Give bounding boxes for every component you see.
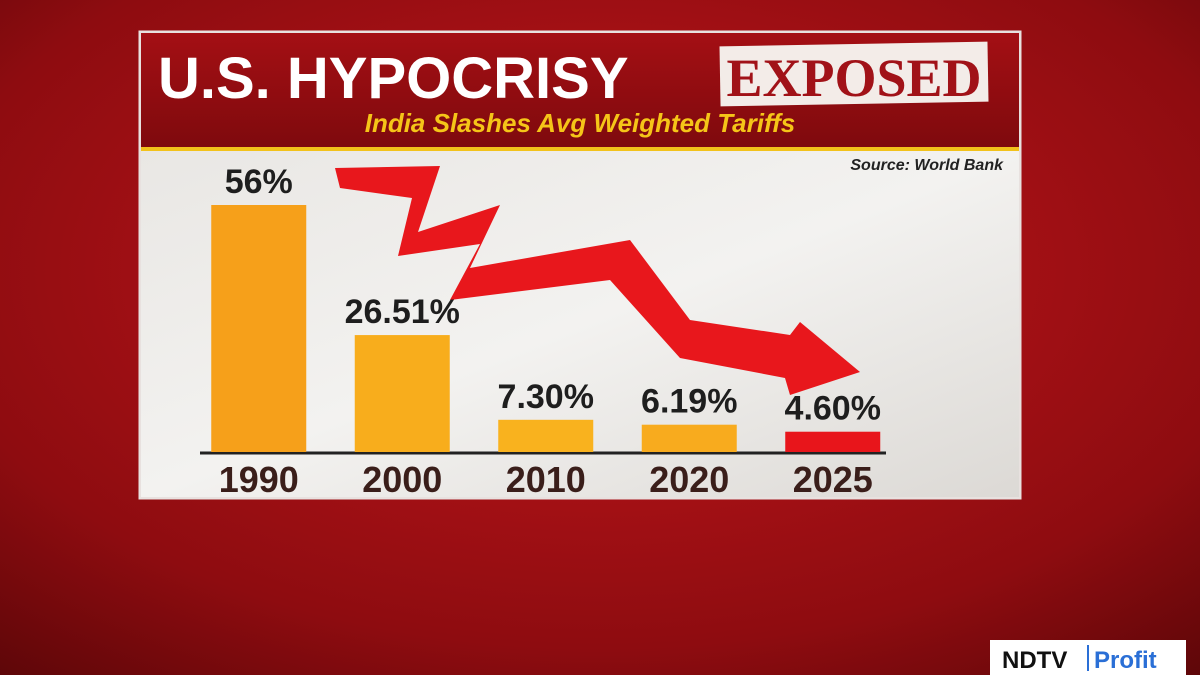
- bar: [641, 424, 737, 452]
- value-label: 56%: [225, 163, 293, 201]
- bars: 1990 56% 2000 26.51% 2010 7.30% 2020 6.19% 2025 4…: [211, 163, 881, 500]
- bar: [785, 431, 881, 452]
- x-tick-label: 1990: [219, 459, 299, 500]
- panel-border: [138, 30, 1022, 500]
- stamp-box: [719, 41, 989, 107]
- x-tick-label: 2020: [649, 459, 729, 500]
- trend-arrow: [335, 166, 860, 395]
- value-label: 7.30%: [498, 378, 594, 416]
- chart-title: U.S. HYPOCRISY: [158, 46, 629, 111]
- x-tick-label: 2000: [362, 459, 442, 500]
- brand-name: NDTV: [1002, 647, 1067, 674]
- x-tick-label: 2025: [793, 459, 873, 500]
- value-label: 6.19%: [641, 383, 737, 421]
- value-label: 26.51%: [345, 293, 460, 331]
- chart-subtitle: India Slashes Avg Weighted Tariffs: [365, 108, 796, 138]
- value-label: 4.60%: [785, 390, 881, 428]
- stamp: EXPOSED: [726, 48, 981, 108]
- header-rule: [141, 147, 1019, 151]
- bar: [354, 335, 450, 452]
- brand-product: Profit: [1094, 647, 1157, 674]
- x-tick-label: 2010: [506, 459, 586, 500]
- source: Source: World Bank: [850, 157, 1004, 174]
- bar: [498, 419, 594, 452]
- bar: [211, 205, 307, 452]
